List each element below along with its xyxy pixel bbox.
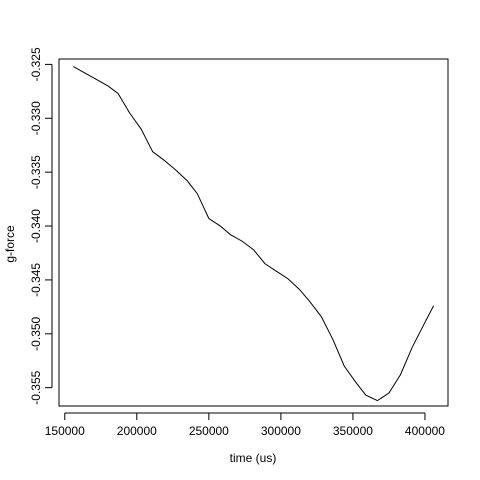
y-tick-label: -0.325 <box>29 47 43 81</box>
y-axis-label: g-force <box>3 225 17 263</box>
x-tick-label: 400000 <box>405 424 445 438</box>
x-tick-label: 350000 <box>333 424 373 438</box>
y-tick-label: -0.330 <box>29 101 43 135</box>
y-tick-label: -0.335 <box>29 155 43 189</box>
y-tick-label: -0.345 <box>29 263 43 297</box>
x-tick-label: 250000 <box>189 424 229 438</box>
x-tick-label: 150000 <box>45 424 85 438</box>
x-axis-ticks: 150000 200000 250000 300000 350000 400000 <box>45 413 445 438</box>
x-tick-label: 300000 <box>261 424 301 438</box>
series-line-g-force <box>73 66 435 402</box>
x-tick-label: 200000 <box>117 424 157 438</box>
plot-frame <box>58 58 449 407</box>
y-tick-label: -0.350 <box>29 316 43 350</box>
y-axis-ticks: -0.325 -0.330 -0.335 -0.340 -0.345 -0.350 -0.3… <box>29 47 52 405</box>
y-tick-label: -0.355 <box>29 370 43 404</box>
x-axis-label: time (us) <box>230 451 277 465</box>
y-tick-label: -0.340 <box>29 209 43 243</box>
